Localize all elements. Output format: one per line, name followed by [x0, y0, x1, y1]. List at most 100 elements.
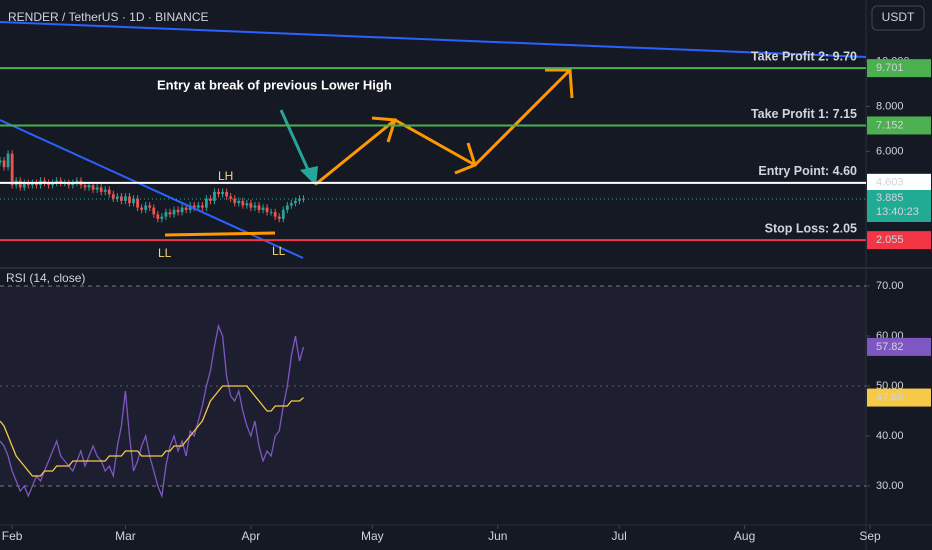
- x-tick-label: Feb: [2, 529, 23, 543]
- trend-line: [0, 21, 867, 58]
- candle-body: [261, 207, 265, 210]
- projection-path: [315, 68, 572, 186]
- y-tick-label: 6.000: [876, 145, 904, 157]
- drawings: [0, 21, 867, 259]
- candle-body: [281, 209, 285, 219]
- candle-body: [18, 180, 22, 188]
- candle-body: [0, 160, 2, 163]
- candle-body: [95, 187, 99, 190]
- level-price-label: 2.055: [876, 234, 904, 246]
- candle-body: [156, 214, 160, 219]
- level-price-box: [867, 116, 931, 135]
- x-tick-label: Jul: [611, 529, 626, 543]
- rsi-line: [0, 385, 304, 477]
- candle-body: [229, 196, 233, 199]
- candle-body: [6, 153, 10, 168]
- level-price-box: [867, 173, 931, 192]
- x-tick-label: Jun: [488, 529, 507, 543]
- candle-body: [30, 182, 34, 186]
- candle-body: [241, 200, 245, 206]
- arrow-head: [545, 68, 574, 99]
- candle-body: [51, 182, 55, 186]
- y-tick-label: 70.00: [876, 280, 904, 292]
- candle-body: [120, 196, 123, 201]
- rsi-value-label: 57.82: [876, 341, 904, 353]
- rsi-value-box: [867, 337, 931, 356]
- candle-body: [107, 189, 111, 195]
- candle-body: [200, 205, 204, 208]
- candle-body: [168, 212, 172, 215]
- candle-body: [192, 205, 196, 208]
- candle-body: [128, 196, 131, 204]
- candle-body: [221, 191, 224, 195]
- candle-body: [43, 180, 46, 183]
- candle-body: [249, 203, 253, 208]
- rsi-line: [0, 323, 305, 499]
- candle-body: [152, 207, 156, 215]
- support-line: [164, 231, 276, 237]
- arrow-head: [371, 116, 397, 143]
- candle-body: [209, 198, 212, 201]
- candle-body: [111, 194, 115, 199]
- candle-body: [204, 198, 208, 208]
- candle-body: [265, 207, 269, 213]
- candle-body: [217, 191, 220, 195]
- candle-body: [144, 205, 148, 210]
- candle-body: [160, 216, 164, 219]
- arrow-head: [300, 166, 318, 186]
- candle-body: [273, 212, 277, 217]
- x-tick-label: May: [361, 529, 384, 543]
- trend-line: [0, 119, 304, 259]
- candle-body: [103, 189, 107, 192]
- candle-body: [294, 200, 297, 204]
- currency-button[interactable]: [871, 5, 925, 31]
- candle-body: [87, 185, 91, 188]
- y-tick-label: 30.00: [876, 480, 904, 492]
- x-tick-label: Sep: [859, 529, 881, 543]
- candle-body: [237, 200, 241, 204]
- candle-body: [10, 153, 14, 186]
- annotation: Entry at break of previous Lower High: [157, 77, 392, 92]
- last-price-box: [867, 189, 931, 222]
- candles: [0, 150, 305, 223]
- level-name: Entry Point: 4.60: [758, 164, 857, 178]
- candle-body: [253, 205, 257, 208]
- level-price-box: [867, 59, 931, 78]
- candle-body: [298, 198, 301, 201]
- y-tick-label: 40.00: [876, 430, 904, 442]
- candle-body: [91, 185, 95, 190]
- candle-body: [172, 209, 176, 215]
- candle-body: [289, 203, 293, 206]
- candle-body: [164, 212, 168, 217]
- candle-body: [26, 182, 30, 186]
- candle-body: [302, 198, 305, 200]
- level-price-box: [867, 231, 931, 250]
- y-tick-label: 8.000: [876, 100, 904, 112]
- level-price-label: 4.603: [876, 177, 904, 189]
- candle-body: [184, 207, 188, 210]
- annotation: LL: [272, 244, 286, 258]
- candle-body: [75, 180, 79, 183]
- candle-body: [115, 196, 119, 199]
- x-tick-label: Apr: [242, 529, 261, 543]
- candle-body: [148, 205, 152, 208]
- candle-body: [225, 191, 229, 197]
- candle-body: [99, 187, 103, 192]
- rsi-value-box: [867, 388, 931, 407]
- candle-body: [285, 205, 289, 210]
- arrow-head: [454, 142, 477, 175]
- annotation: LL: [158, 246, 172, 260]
- candle-body: [257, 205, 261, 210]
- candle-body: [83, 185, 87, 188]
- candle-body: [269, 212, 273, 214]
- symbol-title: RENDER / TetherUS · 1D · BINANCE: [8, 10, 209, 24]
- currency-button-label[interactable]: USDT: [882, 10, 915, 24]
- candle-body: [67, 182, 71, 186]
- candle-body: [2, 160, 6, 168]
- candle-body: [180, 207, 184, 213]
- candle-body: [140, 207, 144, 210]
- candle-body: [213, 191, 216, 201]
